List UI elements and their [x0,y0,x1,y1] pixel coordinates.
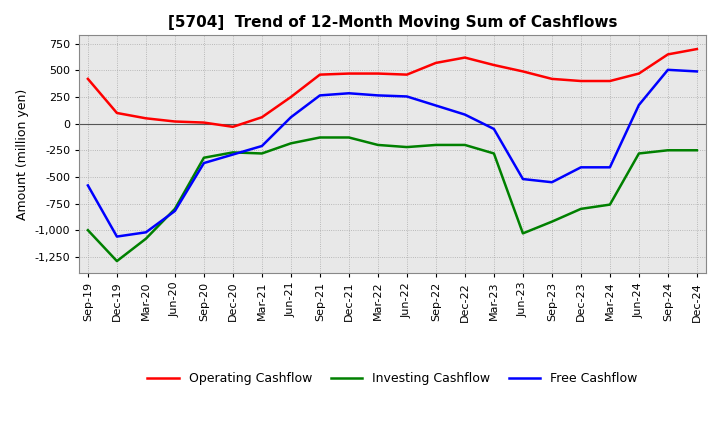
Operating Cashflow [345,71,354,76]
Operating Cashflow [315,72,324,77]
Operating Cashflow [199,120,208,125]
Operating Cashflow [577,78,585,84]
Investing Cashflow [374,142,382,147]
Free Cashflow [258,143,266,149]
Free Cashflow [664,67,672,73]
Free Cashflow [606,165,614,170]
Investing Cashflow [258,151,266,156]
Free Cashflow [228,152,237,157]
Free Cashflow [518,176,527,182]
Investing Cashflow [606,202,614,207]
Operating Cashflow [228,124,237,129]
Investing Cashflow [199,155,208,160]
Free Cashflow [634,103,643,108]
Free Cashflow [431,103,440,108]
Free Cashflow [171,209,179,214]
Operating Cashflow [402,72,411,77]
Investing Cashflow [345,135,354,140]
Line: Operating Cashflow: Operating Cashflow [88,49,697,127]
Operating Cashflow [112,110,121,116]
Free Cashflow [548,180,557,185]
Operating Cashflow [431,60,440,66]
Title: [5704]  Trend of 12-Month Moving Sum of Cashflows: [5704] Trend of 12-Month Moving Sum of C… [168,15,617,30]
Operating Cashflow [374,71,382,76]
Operating Cashflow [634,71,643,76]
Investing Cashflow [287,141,295,146]
Free Cashflow [402,94,411,99]
Operating Cashflow [664,52,672,57]
Operating Cashflow [287,94,295,99]
Free Cashflow [112,234,121,239]
Operating Cashflow [142,116,150,121]
Free Cashflow [693,69,701,74]
Investing Cashflow [664,148,672,153]
Operating Cashflow [548,76,557,81]
Free Cashflow [374,93,382,98]
Y-axis label: Amount (million yen): Amount (million yen) [16,88,29,220]
Investing Cashflow [171,206,179,212]
Investing Cashflow [461,142,469,147]
Investing Cashflow [315,135,324,140]
Free Cashflow [461,112,469,117]
Free Cashflow [345,91,354,96]
Operating Cashflow [258,114,266,120]
Free Cashflow [199,161,208,166]
Investing Cashflow [490,151,498,156]
Investing Cashflow [112,258,121,264]
Investing Cashflow [84,227,92,233]
Free Cashflow [490,126,498,132]
Investing Cashflow [548,219,557,224]
Investing Cashflow [634,151,643,156]
Investing Cashflow [142,236,150,242]
Operating Cashflow [171,119,179,124]
Operating Cashflow [693,46,701,51]
Investing Cashflow [693,148,701,153]
Legend: Operating Cashflow, Investing Cashflow, Free Cashflow: Operating Cashflow, Investing Cashflow, … [143,367,642,390]
Free Cashflow [315,93,324,98]
Line: Investing Cashflow: Investing Cashflow [88,137,697,261]
Operating Cashflow [606,78,614,84]
Investing Cashflow [228,150,237,155]
Operating Cashflow [518,69,527,74]
Investing Cashflow [402,144,411,150]
Operating Cashflow [84,76,92,81]
Investing Cashflow [577,206,585,212]
Line: Free Cashflow: Free Cashflow [88,70,697,237]
Investing Cashflow [431,142,440,147]
Free Cashflow [142,230,150,235]
Operating Cashflow [490,62,498,68]
Free Cashflow [577,165,585,170]
Investing Cashflow [518,231,527,236]
Free Cashflow [287,114,295,120]
Operating Cashflow [461,55,469,60]
Free Cashflow [84,183,92,188]
